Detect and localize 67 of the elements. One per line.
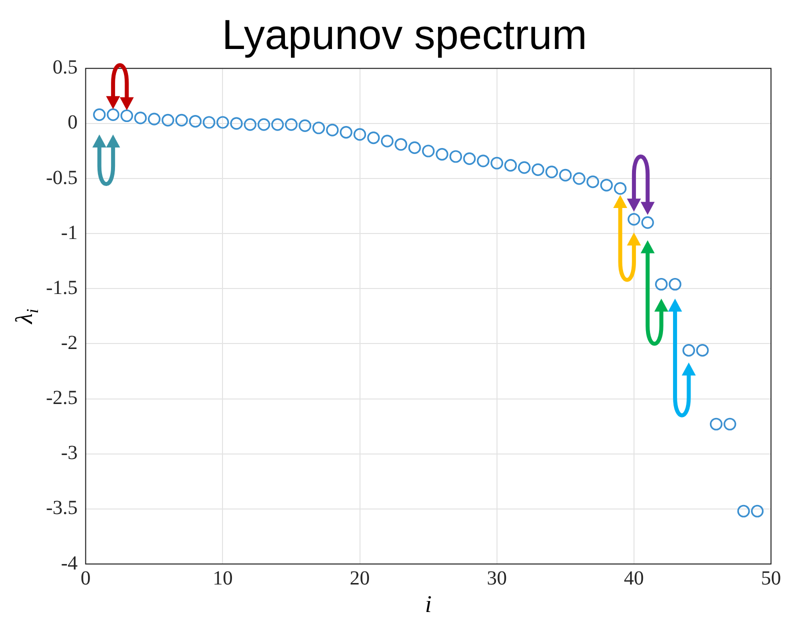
point	[655, 278, 668, 291]
point	[559, 168, 572, 182]
point	[436, 148, 448, 161]
point	[614, 182, 627, 195]
point	[628, 212, 640, 226]
point	[545, 166, 558, 178]
point	[284, 118, 298, 131]
point	[696, 344, 709, 357]
point	[93, 108, 106, 121]
point	[312, 122, 325, 134]
point	[600, 178, 613, 192]
point	[230, 117, 243, 130]
y-axis-title: λi	[12, 308, 42, 325]
point	[175, 114, 188, 126]
point	[504, 159, 517, 172]
point	[367, 131, 380, 144]
y-tick-label: 0	[68, 112, 78, 134]
point	[668, 278, 682, 291]
point	[408, 141, 421, 154]
point	[750, 504, 764, 518]
point	[380, 134, 394, 148]
point	[340, 126, 352, 139]
point	[134, 112, 147, 124]
x-tick-label: 30	[486, 567, 507, 590]
x-tick-label: 20	[350, 567, 370, 590]
point	[724, 418, 736, 430]
point	[148, 112, 160, 126]
point	[120, 109, 134, 122]
y-tick-label: 0.5	[52, 56, 78, 79]
x-tick-label: 40	[624, 567, 644, 590]
point	[490, 156, 504, 170]
point	[326, 124, 339, 136]
point	[476, 154, 490, 168]
point	[710, 418, 722, 430]
point	[298, 119, 312, 132]
point	[394, 138, 408, 151]
y-tick-label: -3.5	[46, 497, 78, 520]
x-tick-label: 50	[761, 567, 781, 590]
point	[572, 172, 586, 185]
y-tick-label: -1	[60, 222, 78, 244]
point	[271, 118, 284, 131]
point	[422, 144, 435, 158]
x-axis-title: i	[424, 592, 432, 618]
point	[737, 504, 750, 518]
point	[189, 114, 202, 128]
y-tick-label: -2.5	[46, 387, 78, 410]
point	[641, 216, 654, 229]
point	[244, 118, 256, 131]
point	[463, 152, 476, 166]
point	[216, 116, 230, 129]
x-tick-label: 10	[212, 567, 233, 590]
point	[202, 116, 216, 129]
y-tick-label: -4	[60, 552, 78, 574]
y-tick-label: -0.5	[46, 166, 78, 189]
point	[258, 118, 270, 131]
y-tick-label: -2	[60, 332, 78, 354]
chart-title: Lyapunov spectrum	[222, 10, 587, 58]
point	[586, 176, 600, 188]
point	[162, 114, 174, 126]
point	[532, 163, 544, 176]
point	[449, 150, 462, 163]
y-tick-label: -1.5	[46, 276, 78, 299]
point	[682, 344, 696, 357]
point	[353, 128, 366, 141]
y-tick-label: -3	[60, 442, 78, 464]
point	[518, 161, 531, 174]
point	[106, 108, 120, 121]
